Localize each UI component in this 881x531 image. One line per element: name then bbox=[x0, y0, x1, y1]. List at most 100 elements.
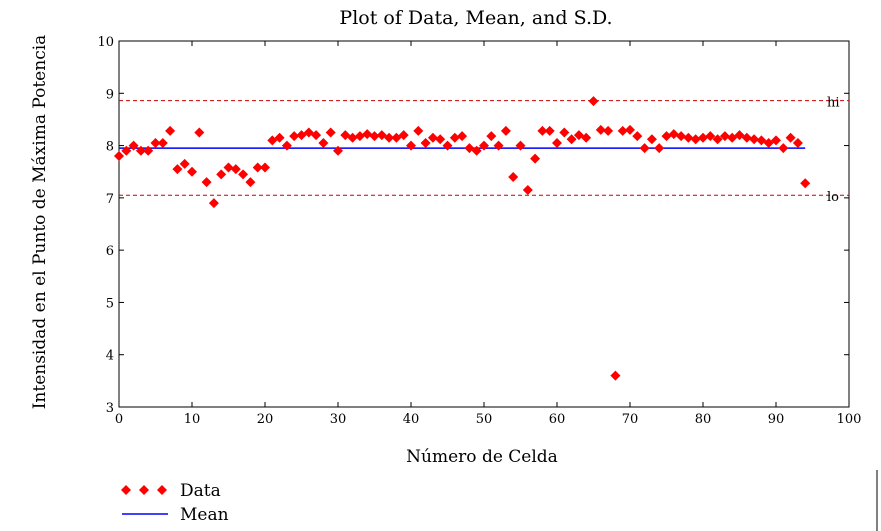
data-point bbox=[223, 162, 234, 173]
data-point bbox=[114, 151, 124, 162]
y-tick-label: 9 bbox=[106, 87, 114, 102]
data-point bbox=[595, 124, 606, 135]
legend-data-diamond bbox=[157, 485, 167, 495]
chart-title: Plot of Data, Mean, and S.D. bbox=[339, 7, 612, 29]
data-point bbox=[457, 131, 468, 142]
x-tick-label: 60 bbox=[549, 412, 566, 427]
data-point bbox=[683, 132, 694, 143]
data-point bbox=[318, 137, 329, 148]
data-point bbox=[384, 132, 395, 143]
data-point bbox=[406, 140, 416, 151]
x-tick-label: 40 bbox=[403, 412, 420, 427]
y-axis-label: Intensidad en el Punto de Máxima Potenci… bbox=[30, 35, 50, 410]
x-tick-label: 50 bbox=[476, 412, 493, 427]
legend: Data Mean bbox=[121, 481, 229, 525]
data-point bbox=[369, 131, 380, 142]
data-point bbox=[479, 140, 489, 151]
data-point bbox=[522, 185, 533, 196]
data-point bbox=[639, 143, 650, 154]
y-tick-label: 4 bbox=[106, 349, 114, 364]
data-point bbox=[719, 131, 730, 142]
data-point bbox=[150, 137, 161, 148]
data-point bbox=[486, 131, 497, 142]
data-point bbox=[800, 178, 811, 189]
data-point bbox=[610, 370, 621, 381]
data-point bbox=[179, 158, 190, 169]
data-point bbox=[449, 132, 460, 143]
data-point bbox=[603, 125, 614, 136]
data-point bbox=[778, 143, 789, 154]
data-point bbox=[712, 134, 723, 145]
data-point bbox=[530, 153, 541, 164]
y-tick-label: 7 bbox=[106, 192, 114, 207]
data-point bbox=[552, 137, 562, 148]
x-tick-label: 0 bbox=[115, 412, 123, 427]
data-point bbox=[165, 125, 176, 136]
data-point bbox=[143, 145, 154, 156]
data-point bbox=[420, 137, 431, 148]
data-point bbox=[646, 134, 657, 145]
plot-frame bbox=[118, 40, 850, 408]
data-point bbox=[128, 140, 139, 151]
data-point bbox=[274, 132, 285, 143]
y-tick-label: 10 bbox=[97, 35, 114, 50]
data-point bbox=[135, 145, 146, 156]
y-tick-label: 3 bbox=[106, 401, 114, 416]
data-point bbox=[588, 96, 599, 107]
data-point bbox=[625, 124, 635, 135]
data-point bbox=[741, 132, 752, 143]
data-point bbox=[654, 143, 665, 154]
legend-data-marker bbox=[121, 485, 167, 495]
data-point bbox=[289, 131, 300, 142]
legend-mean-label: Mean bbox=[180, 505, 229, 525]
y-tick-label: 5 bbox=[106, 296, 114, 311]
y-tick-label: 6 bbox=[106, 244, 114, 259]
data-point bbox=[668, 129, 679, 140]
data-point bbox=[698, 132, 708, 143]
x-tick-label: 30 bbox=[330, 412, 347, 427]
data-point bbox=[347, 132, 358, 143]
data-point bbox=[566, 134, 577, 145]
legend-data-label: Data bbox=[180, 481, 221, 501]
data-point bbox=[172, 164, 183, 175]
data-point bbox=[785, 132, 796, 143]
x-tick-label: 100 bbox=[837, 412, 862, 427]
data-point bbox=[354, 131, 365, 142]
data-point bbox=[157, 137, 168, 148]
x-tick-label: 10 bbox=[184, 412, 201, 427]
data-point bbox=[201, 177, 212, 188]
data-point bbox=[500, 125, 511, 136]
data-point bbox=[471, 145, 482, 156]
data-point bbox=[398, 130, 409, 141]
data-point bbox=[230, 164, 241, 175]
x-tick-label: 90 bbox=[768, 412, 785, 427]
data-point bbox=[427, 132, 438, 143]
data-point bbox=[749, 134, 760, 145]
x-tick-label: 80 bbox=[695, 412, 712, 427]
data-point bbox=[281, 140, 292, 151]
legend-data-diamond bbox=[139, 485, 149, 495]
data-point bbox=[617, 125, 628, 136]
data-point bbox=[632, 131, 643, 142]
data-point bbox=[559, 127, 570, 138]
data-point bbox=[661, 131, 672, 142]
data-point bbox=[544, 125, 555, 136]
data-point bbox=[252, 162, 263, 173]
x-axis-label: Número de Celda bbox=[406, 447, 558, 467]
x-tick-label: 70 bbox=[622, 412, 639, 427]
data-point bbox=[121, 145, 132, 156]
data-point bbox=[245, 177, 256, 188]
data-point bbox=[208, 198, 219, 209]
data-point bbox=[493, 140, 504, 151]
data-point bbox=[792, 137, 803, 148]
data-point bbox=[216, 169, 227, 180]
data-point bbox=[676, 131, 687, 142]
data-point bbox=[581, 132, 592, 143]
data-point bbox=[515, 140, 526, 151]
threshold-label-hi: hi bbox=[827, 96, 840, 111]
data-point bbox=[260, 162, 270, 173]
data-point bbox=[311, 130, 322, 141]
data-point bbox=[537, 125, 548, 136]
data-point bbox=[238, 169, 249, 180]
